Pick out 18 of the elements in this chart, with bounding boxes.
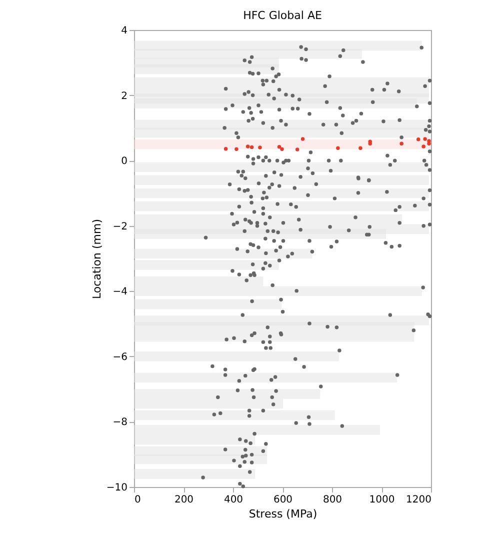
- x-tick-label: 400: [224, 494, 244, 506]
- y-axis-title: Location (mm): [90, 218, 104, 300]
- x-axis-title: Stress (MPa): [248, 508, 318, 520]
- y-tick-label: −2: [112, 221, 128, 232]
- x-tick-label: 0: [134, 494, 141, 506]
- y-tick-label: −8: [112, 417, 128, 428]
- y-tick-label: −4: [112, 286, 128, 298]
- chart-title: HFC Global AE: [243, 9, 322, 22]
- x-tick-label: 200: [174, 494, 194, 506]
- y-tick-label: −6: [112, 352, 128, 363]
- y-tick-label: 4: [121, 26, 128, 36]
- x-tick-label: 600: [273, 494, 293, 506]
- x-tick-label: 800: [322, 494, 342, 506]
- y-tick-label: 2: [121, 90, 128, 102]
- x-tick-label: 1200: [406, 494, 432, 506]
- y-tick-label: 0: [121, 156, 128, 168]
- y-tick-label: −10: [106, 482, 128, 494]
- x-tick-label: 1000: [369, 494, 395, 506]
